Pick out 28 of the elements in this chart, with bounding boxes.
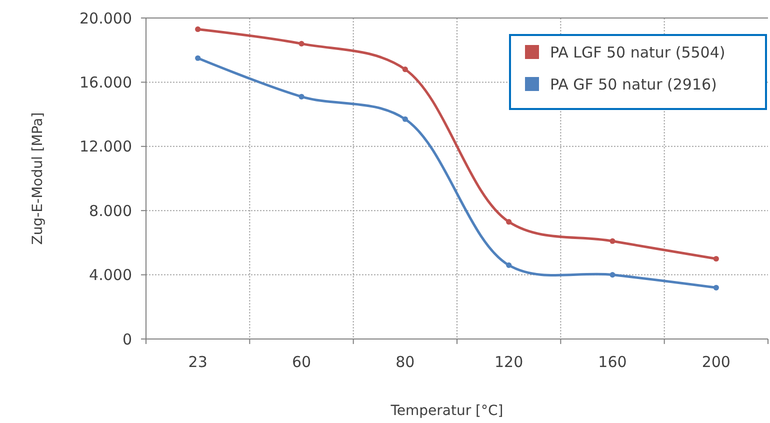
point — [506, 262, 512, 268]
point — [610, 238, 616, 244]
point — [506, 219, 512, 225]
point — [298, 94, 304, 100]
x-tick-label: 120 — [494, 353, 524, 371]
point — [402, 116, 408, 122]
point — [298, 40, 304, 46]
y-tick-label: 20.000 — [80, 9, 132, 28]
x-tick-label: 160 — [598, 353, 627, 371]
y-axis-title: Zug-E-Modul [MPa] — [30, 112, 46, 245]
point — [195, 26, 201, 32]
y-tick-label: 8.000 — [89, 202, 132, 220]
point — [195, 55, 201, 61]
x-axis-title: Temperatur [°C] — [390, 403, 504, 419]
point — [713, 256, 719, 262]
x-tick-label: 200 — [702, 353, 730, 371]
x-tick-label: 23 — [188, 353, 208, 371]
y-tick-label: 0 — [122, 330, 132, 348]
y-tick-label: 16.000 — [80, 73, 132, 92]
y-tick-label: 12.000 — [80, 138, 132, 156]
legend-label: PA LGF 50 natur (5504) — [550, 43, 726, 62]
y-tick-label: 4.000 — [89, 266, 132, 284]
x-tick-label: 80 — [396, 353, 415, 371]
point — [402, 66, 408, 72]
legend-label: PA GF 50 natur (2916) — [550, 75, 717, 94]
point — [610, 272, 616, 278]
point — [713, 284, 719, 290]
x-tick-label: 60 — [292, 353, 312, 371]
